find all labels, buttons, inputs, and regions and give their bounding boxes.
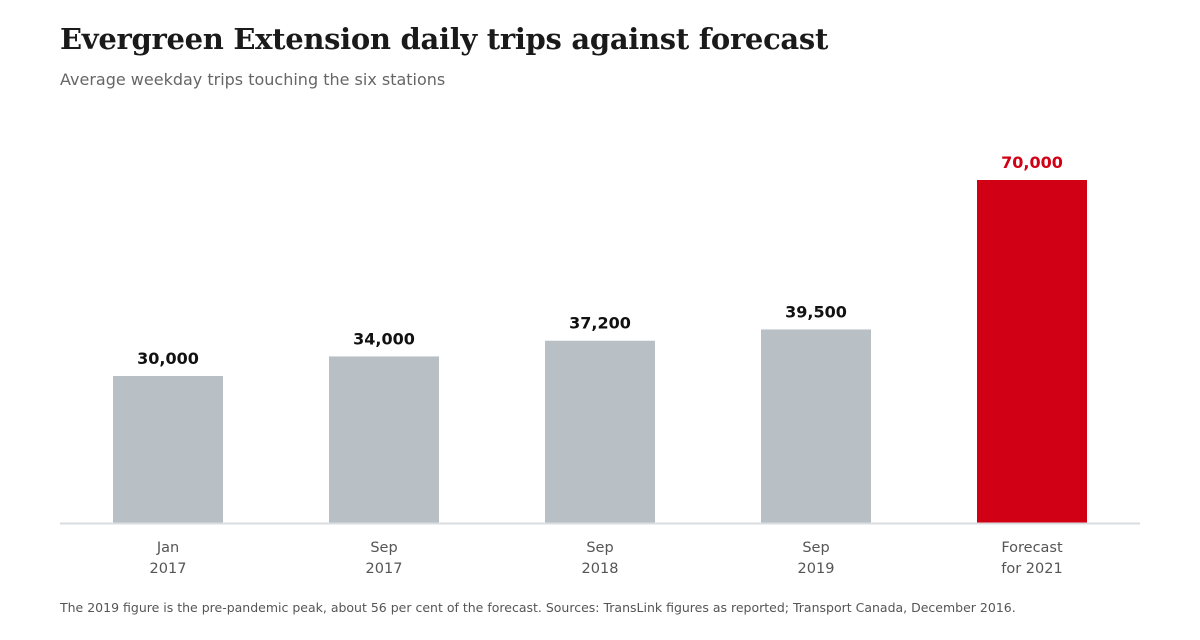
value-label: 39,500 xyxy=(785,302,847,321)
value-label: 34,000 xyxy=(353,329,415,348)
bar-0 xyxy=(113,376,223,523)
bar-forecast xyxy=(977,180,1087,523)
category-label: 2017 xyxy=(150,561,187,577)
category-label: Forecast xyxy=(1001,540,1063,556)
category-label: 2017 xyxy=(366,561,403,577)
category-label: Sep xyxy=(586,540,613,556)
category-label: 2018 xyxy=(582,561,619,577)
category-labels-group: Jan 2017 Sep 2017 Sep 2018 Sep 2019 Forecast for … xyxy=(150,540,1063,577)
value-label: 30,000 xyxy=(137,349,199,368)
category-label: Jan xyxy=(156,540,179,556)
category-label: Sep xyxy=(802,540,829,556)
category-label: Sep xyxy=(370,540,397,556)
chart-title: Evergreen Extension daily trips against … xyxy=(60,22,829,56)
bar-2 xyxy=(545,340,655,523)
category-label: for 2021 xyxy=(1001,561,1062,577)
bar-chart: 30,000 34,000 37,200 39,500 70,000 Jan 2017 Se… xyxy=(60,153,1140,577)
bar-3 xyxy=(761,329,871,523)
value-labels-group: 30,000 34,000 37,200 39,500 70,000 xyxy=(137,153,1063,368)
value-label: 70,000 xyxy=(1001,153,1063,172)
chart-subtitle: Average weekday trips touching the six s… xyxy=(60,70,446,89)
bar-1 xyxy=(329,356,439,523)
bars-group xyxy=(113,180,1087,523)
chart-footnote: The 2019 figure is the pre-pandemic peak… xyxy=(60,600,1016,615)
value-label: 37,200 xyxy=(569,314,631,333)
category-label: 2019 xyxy=(798,561,835,577)
